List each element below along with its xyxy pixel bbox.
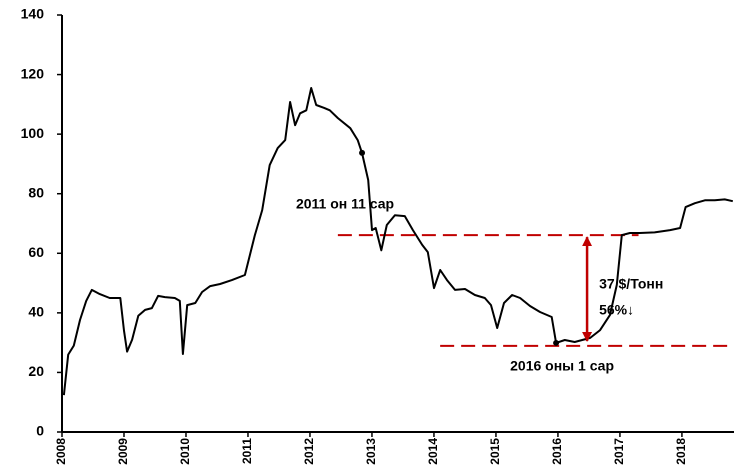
x-tick-label: 2009 [116,438,130,465]
annotation-point [553,339,560,346]
x-tick-label: 2013 [364,438,378,465]
x-tick-label: 2017 [612,438,626,465]
x-tick-label: 2016 [550,438,564,465]
y-tick-label: 20 [28,363,44,379]
arrow-label: 37 $/Тонн [599,276,663,292]
y-tick-label: 0 [36,423,44,439]
y-tick-label: 40 [28,304,44,320]
x-tick-label: 2008 [54,438,68,465]
arrow-label: 56%↓ [599,302,634,318]
y-tick-label: 120 [21,65,45,81]
x-tick-label: 2010 [178,438,192,465]
y-tick-label: 100 [21,125,45,141]
x-tick-label: 2014 [426,438,440,465]
x-tick-label: 2018 [674,438,688,465]
annotation: 2016 оны 1 сар [510,358,614,374]
y-tick-label: 140 [21,6,45,22]
x-tick-label: 2015 [488,438,502,465]
y-tick-label: 60 [28,244,44,260]
y-tick-label: 80 [28,184,44,200]
price-line [62,87,734,396]
annotation-point [359,149,366,156]
x-tick-label: 2011 [240,438,254,464]
annotation: 2011 он 11 сар [296,196,394,212]
x-tick-label: 2012 [302,438,316,465]
